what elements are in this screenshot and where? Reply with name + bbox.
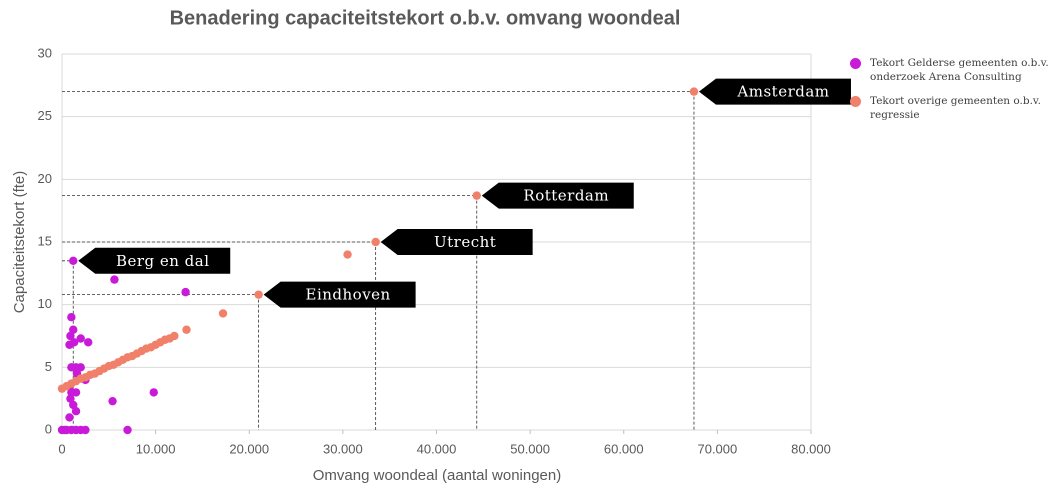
annotation-label: Eindhoven [306, 286, 391, 304]
y-tick-label: 0 [45, 421, 52, 436]
annotation-box [380, 229, 533, 255]
y-tick-label: 10 [38, 296, 52, 311]
data-point [69, 400, 78, 410]
x-tick-label: 20.000 [229, 441, 269, 456]
data-point [371, 237, 380, 247]
x-tick-label: 10.000 [136, 441, 176, 456]
y-tick-label: 15 [38, 233, 52, 248]
data-point [76, 363, 85, 372]
annotation-box [263, 281, 416, 308]
data-point [108, 396, 117, 406]
data-point [71, 388, 81, 397]
y-tick-label: 30 [38, 45, 52, 60]
annotation-box [698, 78, 851, 105]
legend: Tekort Gelderse gemeenten o.b.v. onderzo… [848, 56, 1053, 132]
y-tick-label: 25 [38, 108, 52, 123]
data-point [76, 334, 85, 343]
y-tick-label: 20 [38, 171, 52, 186]
data-point [67, 313, 76, 322]
data-point [182, 325, 191, 334]
data-point [84, 338, 93, 347]
data-point [81, 425, 90, 435]
data-point [65, 413, 74, 422]
data-point [110, 275, 119, 284]
data-point [123, 425, 132, 435]
data-point [170, 331, 179, 341]
x-tick-label: 80.000 [791, 441, 831, 456]
data-point [472, 191, 481, 200]
data-point [69, 256, 78, 265]
data-point [66, 331, 75, 341]
annotation-label: Utrecht [434, 233, 496, 251]
legend-swatch [850, 96, 861, 107]
x-tick-label: 60.000 [604, 441, 644, 456]
annotation-box [481, 182, 634, 209]
x-tick-label: 30.000 [323, 441, 363, 456]
legend-label: Tekort overige gemeenten o.b.v. regressi… [870, 95, 1041, 121]
annotation-label: Amsterdam [736, 83, 829, 101]
chart-title: Benadering capaciteitstekort o.b.v. omva… [170, 7, 681, 29]
data-point [254, 290, 263, 299]
data-point [343, 250, 352, 259]
data-point [69, 325, 78, 334]
data-point [149, 388, 158, 397]
x-tick-label: 40.000 [417, 441, 457, 456]
x-tick-label: 50.000 [510, 441, 550, 456]
legend-swatch [850, 58, 861, 69]
data-point [218, 309, 228, 318]
annotation-label: Rotterdam [523, 187, 609, 205]
data-point [71, 407, 81, 416]
legend-item: Tekort overige gemeenten o.b.v. regressi… [848, 94, 1053, 122]
annotation-label: Berg en dal [116, 252, 210, 270]
legend-label: Tekort Gelderse gemeenten o.b.v. onderzo… [870, 57, 1049, 83]
legend-item: Tekort Gelderse gemeenten o.b.v. onderzo… [848, 56, 1053, 84]
data-point [69, 338, 79, 347]
y-tick-label: 5 [45, 359, 52, 374]
data-point [66, 394, 75, 403]
annotation-box [78, 247, 231, 274]
y-axis-label: Capaciteitstekort (fte) [11, 171, 28, 314]
data-point [689, 87, 699, 96]
x-tick-label: 70.000 [697, 441, 737, 456]
x-tick-label: 0 [58, 441, 65, 456]
x-axis-label: Omvang woondeal (aantal woningen) [313, 467, 562, 484]
data-point [181, 287, 190, 297]
